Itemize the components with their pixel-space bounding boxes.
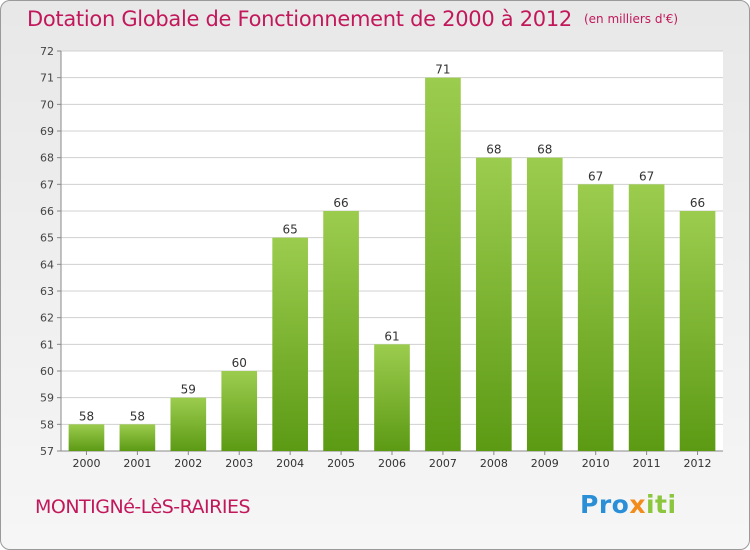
bar-value-label: 58	[130, 409, 145, 423]
bar-value-label: 67	[639, 169, 654, 183]
y-tick-label: 64	[40, 258, 54, 271]
y-tick-label: 61	[40, 338, 54, 351]
x-tick-label: 2007	[429, 457, 457, 470]
x-tick-label: 2009	[531, 457, 559, 470]
y-tick-label: 63	[40, 285, 54, 298]
bar-value-label: 68	[486, 143, 501, 157]
bar-2003	[221, 371, 258, 451]
y-tick-label: 57	[40, 445, 54, 458]
chart-title-text: Dotation Globale de Fonctionnement de 20…	[27, 7, 572, 31]
bar-value-label: 59	[181, 383, 196, 397]
y-tick-label: 59	[40, 392, 54, 405]
logo-part2: x	[629, 490, 646, 519]
x-tick-label: 2003	[225, 457, 253, 470]
y-tick-label: 65	[40, 232, 54, 245]
bar-2006	[374, 344, 410, 451]
y-tick-label: 70	[40, 98, 54, 111]
x-tick-label: 2008	[480, 457, 508, 470]
bar-value-label: 71	[435, 63, 450, 77]
x-tick-label: 2006	[378, 457, 406, 470]
y-tick-label: 58	[40, 418, 54, 431]
bar-value-label: 67	[588, 169, 603, 183]
y-tick-label: 66	[40, 205, 54, 218]
chart-unit: (en milliers d'€)	[583, 12, 679, 26]
y-tick-label: 72	[40, 45, 54, 58]
bar-value-label: 65	[283, 223, 298, 237]
bar-2000	[68, 424, 105, 451]
bar-2005	[323, 211, 359, 451]
proxiti-logo: Proxiti	[580, 490, 677, 519]
bar-2001	[119, 424, 156, 451]
x-tick-label: 2004	[276, 457, 304, 470]
y-tick-label: 71	[40, 72, 54, 85]
bar-2002	[170, 397, 207, 451]
bar-2011	[628, 184, 665, 452]
bar-value-label: 66	[690, 196, 705, 210]
y-tick-label: 60	[40, 365, 54, 378]
x-tick-label: 2001	[123, 457, 151, 470]
bar-value-label: 66	[333, 196, 348, 210]
bar-value-label: 68	[537, 143, 552, 157]
bar-value-label: 58	[79, 409, 94, 423]
x-tick-label: 2005	[327, 457, 355, 470]
y-tick-label: 62	[40, 312, 54, 325]
chart-title: Dotation Globale de Fonctionnement de 20…	[27, 7, 678, 31]
logo-part1: Pro	[580, 490, 630, 519]
bar-2010	[577, 184, 614, 452]
x-tick-label: 2010	[582, 457, 610, 470]
y-tick-label: 67	[40, 178, 54, 191]
bar-2008	[476, 157, 512, 451]
y-tick-label: 68	[40, 152, 54, 165]
x-tick-label: 2011	[633, 457, 661, 470]
x-tick-label: 2000	[72, 457, 100, 470]
bar-value-label: 60	[232, 356, 247, 370]
y-tick-label: 69	[40, 125, 54, 138]
x-tick-label: 2012	[684, 457, 712, 470]
bar-2007	[425, 77, 461, 452]
bar-2012	[679, 211, 716, 451]
x-tick-label: 2002	[174, 457, 202, 470]
bar-value-label: 61	[384, 329, 399, 343]
commune-name: MONTIGNé-LèS-RAIRIES	[35, 496, 251, 518]
bar-2004	[272, 237, 308, 451]
bar-2009	[526, 157, 563, 451]
logo-part3: iti	[645, 490, 677, 519]
